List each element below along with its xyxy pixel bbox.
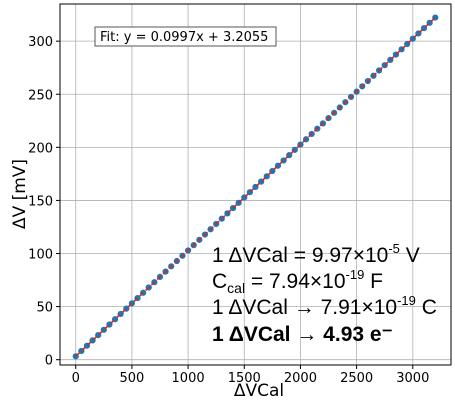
annotation-line-2-mid: = 7.94×10 <box>245 270 345 293</box>
y-ticks: 0 50 100 150 200 250 300 <box>28 35 60 369</box>
y-tick-label: 0 <box>45 354 53 369</box>
y-tick-label: 50 <box>36 301 53 316</box>
annotation-line-1-sup: -5 <box>388 241 400 256</box>
fit-line <box>75 16 436 357</box>
annotation-line-3-sup: -19 <box>397 293 416 308</box>
x-ticks: 0 500 1000 1500 2000 2500 3000 <box>72 365 429 386</box>
x-tick-label: 0 <box>72 371 80 386</box>
annotation-line-2-sup: -19 <box>346 267 365 282</box>
annotation-line-2-sub: cal <box>227 280 245 296</box>
annotation-line-2-tail: F <box>364 270 383 293</box>
x-tick-label: 1000 <box>172 371 205 386</box>
y-tick-label: 300 <box>28 35 53 50</box>
fit-legend-text: Fit: y = 0.0997x + 3.2055 <box>100 30 268 45</box>
annotation-line-1: 1 ΔVCal = 9.97×10-5 V <box>212 241 420 267</box>
annotation-line-1-tail: V <box>400 244 420 267</box>
y-axis-label: ΔV [mV] <box>10 159 30 229</box>
annotation-line-3-main: 1 ΔVCal → 7.91×10 <box>212 296 397 319</box>
annotation-line-1-main: 1 ΔVCal = 9.97×10 <box>212 244 388 267</box>
annotation-line-3: 1 ΔVCal → 7.91×10-19 C <box>212 293 437 319</box>
x-tick-label: 2500 <box>340 371 373 386</box>
fit-line-group <box>75 16 436 357</box>
y-tick-label: 100 <box>28 248 53 263</box>
annotation-line-3-tail: C <box>416 296 437 319</box>
calibration-annotations: 1 ΔVCal = 9.97×10-5 V Ccal = 7.94×10-19 … <box>212 241 437 346</box>
y-tick-label: 200 <box>28 141 53 156</box>
x-tick-label: 500 <box>119 371 144 386</box>
x-axis-label: ΔVCal <box>234 381 284 401</box>
x-tick-label: 3000 <box>396 371 429 386</box>
x-tick-label: 2000 <box>284 371 317 386</box>
annotation-line-4: 1 ΔVCal → 4.93 e⁻ <box>212 323 393 346</box>
annotation-line-2-main: C <box>212 270 227 293</box>
annotation-line-2: Ccal = 7.94×10-19 F <box>212 267 383 296</box>
plot-frame <box>59 3 452 366</box>
x-tick-label: 1500 <box>228 371 261 386</box>
fit-legend-box: Fit: y = 0.0997x + 3.2055 <box>94 26 277 47</box>
y-tick-label: 150 <box>28 194 53 209</box>
y-tick-label: 250 <box>28 88 53 103</box>
